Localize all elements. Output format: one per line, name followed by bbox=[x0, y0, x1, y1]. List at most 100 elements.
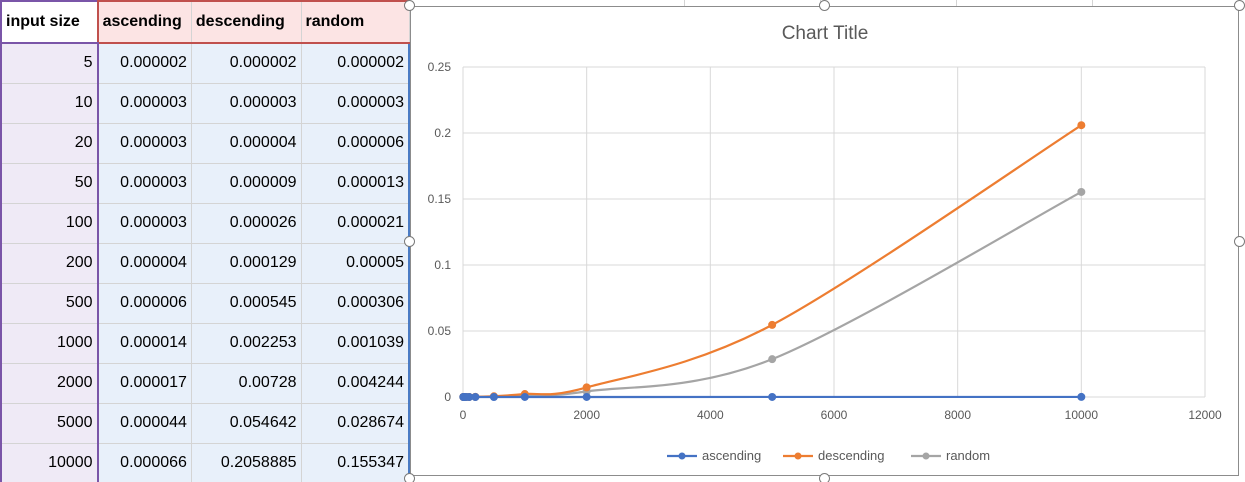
y-tick-label: 0.05 bbox=[428, 324, 452, 338]
chart-resize-handle-middle-left[interactable] bbox=[404, 236, 415, 247]
table-row: 20 0.000003 0.000004 0.000006 bbox=[0, 122, 410, 164]
cell-input-size[interactable]: 20 bbox=[0, 122, 99, 164]
x-tick-label: 6000 bbox=[821, 408, 848, 422]
cell-input-size[interactable]: 1000 bbox=[0, 322, 99, 364]
table-row: 1000 0.000014 0.002253 0.001039 bbox=[0, 322, 410, 364]
chart-resize-handle-top-left[interactable] bbox=[404, 0, 415, 11]
cell-descending[interactable]: 0.054642 bbox=[190, 402, 302, 444]
x-tick-label: 8000 bbox=[944, 408, 971, 422]
table-row: 50 0.000003 0.000009 0.000013 bbox=[0, 162, 410, 204]
y-tick-label: 0 bbox=[444, 390, 451, 404]
chart-title: Chart Title bbox=[782, 23, 869, 44]
table-row: 5000 0.000044 0.054642 0.028674 bbox=[0, 402, 410, 444]
cell-random[interactable]: 0.000003 bbox=[300, 82, 410, 124]
cell-descending[interactable]: 0.002253 bbox=[190, 322, 302, 364]
chart-resize-handle-top-middle[interactable] bbox=[819, 0, 830, 11]
x-tick-label: 12000 bbox=[1188, 408, 1222, 422]
header-cell-input-size[interactable]: input size bbox=[0, 0, 99, 44]
data-point-descending bbox=[582, 383, 591, 392]
cell-ascending[interactable]: 0.000003 bbox=[97, 122, 192, 164]
cell-ascending[interactable]: 0.000003 bbox=[97, 162, 192, 204]
chart-resize-handle-top-right[interactable] bbox=[1234, 0, 1245, 11]
cell-random[interactable]: 0.000006 bbox=[300, 122, 410, 164]
data-point-ascending bbox=[520, 392, 529, 401]
cell-descending[interactable]: 0.000002 bbox=[190, 42, 302, 84]
cell-descending[interactable]: 0.000026 bbox=[190, 202, 302, 244]
cell-descending[interactable]: 0.2058885 bbox=[190, 442, 302, 482]
cell-ascending[interactable]: 0.000014 bbox=[97, 322, 192, 364]
cell-random[interactable]: 0.000002 bbox=[300, 42, 410, 84]
cell-ascending[interactable]: 0.000006 bbox=[97, 282, 192, 324]
cell-descending[interactable]: 0.000545 bbox=[190, 282, 302, 324]
y-tick-label: 0.25 bbox=[428, 60, 452, 74]
cell-ascending[interactable]: 0.000017 bbox=[97, 362, 192, 404]
legend-marker-random bbox=[922, 452, 930, 460]
header-row: input size ascending descending random bbox=[0, 0, 410, 44]
cell-input-size[interactable]: 5000 bbox=[0, 402, 99, 444]
cell-descending[interactable]: 0.000129 bbox=[190, 242, 302, 284]
header-cell-descending[interactable]: descending bbox=[190, 0, 302, 44]
table-row: 100 0.000003 0.000026 0.000021 bbox=[0, 202, 410, 244]
data-point-ascending bbox=[582, 392, 591, 401]
header-cell-random[interactable]: random bbox=[300, 0, 410, 44]
chart-resize-handle-middle-right[interactable] bbox=[1234, 236, 1245, 247]
chart-resize-handle-bottom-left[interactable] bbox=[404, 473, 415, 482]
chart-object[interactable]: 0 0.05 0.1 0.15 0.2 0.25 0 2000 4000 6000 8000 1000… bbox=[410, 6, 1239, 476]
table-row: 500 0.000006 0.000545 0.000306 bbox=[0, 282, 410, 324]
cell-random[interactable]: 0.000306 bbox=[300, 282, 410, 324]
legend-label-descending: descending bbox=[818, 448, 885, 463]
cell-random[interactable]: 0.00005 bbox=[300, 242, 410, 284]
legend-marker-descending bbox=[794, 452, 802, 460]
cell-descending[interactable]: 0.000003 bbox=[190, 82, 302, 124]
data-point-ascending bbox=[465, 392, 474, 401]
cell-descending[interactable]: 0.000009 bbox=[190, 162, 302, 204]
cell-random[interactable]: 0.004244 bbox=[300, 362, 410, 404]
cell-random[interactable]: 0.155347 bbox=[300, 442, 410, 482]
cell-descending[interactable]: 0.000004 bbox=[190, 122, 302, 164]
cell-input-size[interactable]: 5 bbox=[0, 42, 99, 84]
cell-input-size[interactable]: 10000 bbox=[0, 442, 99, 482]
cell-input-size[interactable]: 100 bbox=[0, 202, 99, 244]
cell-ascending[interactable]: 0.000003 bbox=[97, 202, 192, 244]
chart-resize-handle-bottom-middle[interactable] bbox=[819, 473, 830, 482]
cell-random[interactable]: 0.028674 bbox=[300, 402, 410, 444]
data-point-ascending bbox=[1077, 392, 1086, 401]
table-row: 10 0.000003 0.000003 0.000003 bbox=[0, 82, 410, 124]
cell-random[interactable]: 0.000013 bbox=[300, 162, 410, 204]
cell-input-size[interactable]: 2000 bbox=[0, 362, 99, 404]
data-table: input size ascending descending random 5… bbox=[0, 0, 410, 482]
line-chart: 0 0.05 0.1 0.15 0.2 0.25 0 2000 4000 6000 8000 1000… bbox=[428, 23, 1222, 463]
x-tick-label: 4000 bbox=[697, 408, 724, 422]
x-tick-label: 10000 bbox=[1065, 408, 1099, 422]
cell-input-size[interactable]: 50 bbox=[0, 162, 99, 204]
data-point-random bbox=[768, 355, 777, 364]
cell-ascending[interactable]: 0.000066 bbox=[97, 442, 192, 482]
cell-input-size[interactable]: 500 bbox=[0, 282, 99, 324]
header-cell-ascending[interactable]: ascending bbox=[97, 0, 192, 44]
cell-ascending[interactable]: 0.000004 bbox=[97, 242, 192, 284]
cell-input-size[interactable]: 10 bbox=[0, 82, 99, 124]
table-row: 2000 0.000017 0.00728 0.004244 bbox=[0, 362, 410, 404]
cell-ascending[interactable]: 0.000044 bbox=[97, 402, 192, 444]
table-row: 5 0.000002 0.000002 0.000002 bbox=[0, 42, 410, 84]
y-tick-label: 0.2 bbox=[434, 126, 451, 140]
data-point-ascending bbox=[489, 392, 498, 401]
data-point-ascending bbox=[768, 392, 777, 401]
cell-ascending[interactable]: 0.000002 bbox=[97, 42, 192, 84]
cell-input-size[interactable]: 200 bbox=[0, 242, 99, 284]
x-tick-label: 2000 bbox=[573, 408, 600, 422]
x-tick-label: 0 bbox=[460, 408, 467, 422]
legend-label-ascending: ascending bbox=[702, 448, 761, 463]
spreadsheet-grid[interactable]: input size ascending descending random 5… bbox=[0, 0, 410, 482]
series-line-random bbox=[463, 190, 1082, 399]
cell-descending[interactable]: 0.00728 bbox=[190, 362, 302, 404]
data-point-random bbox=[1077, 187, 1086, 196]
cell-random[interactable]: 0.000021 bbox=[300, 202, 410, 244]
data-point-ascending bbox=[471, 392, 480, 401]
legend-label-random: random bbox=[946, 448, 990, 463]
cell-ascending[interactable]: 0.000003 bbox=[97, 82, 192, 124]
cell-random[interactable]: 0.001039 bbox=[300, 322, 410, 364]
y-tick-label: 0.15 bbox=[428, 192, 452, 206]
legend-marker-ascending bbox=[678, 452, 686, 460]
table-row: 200 0.000004 0.000129 0.00005 bbox=[0, 242, 410, 284]
